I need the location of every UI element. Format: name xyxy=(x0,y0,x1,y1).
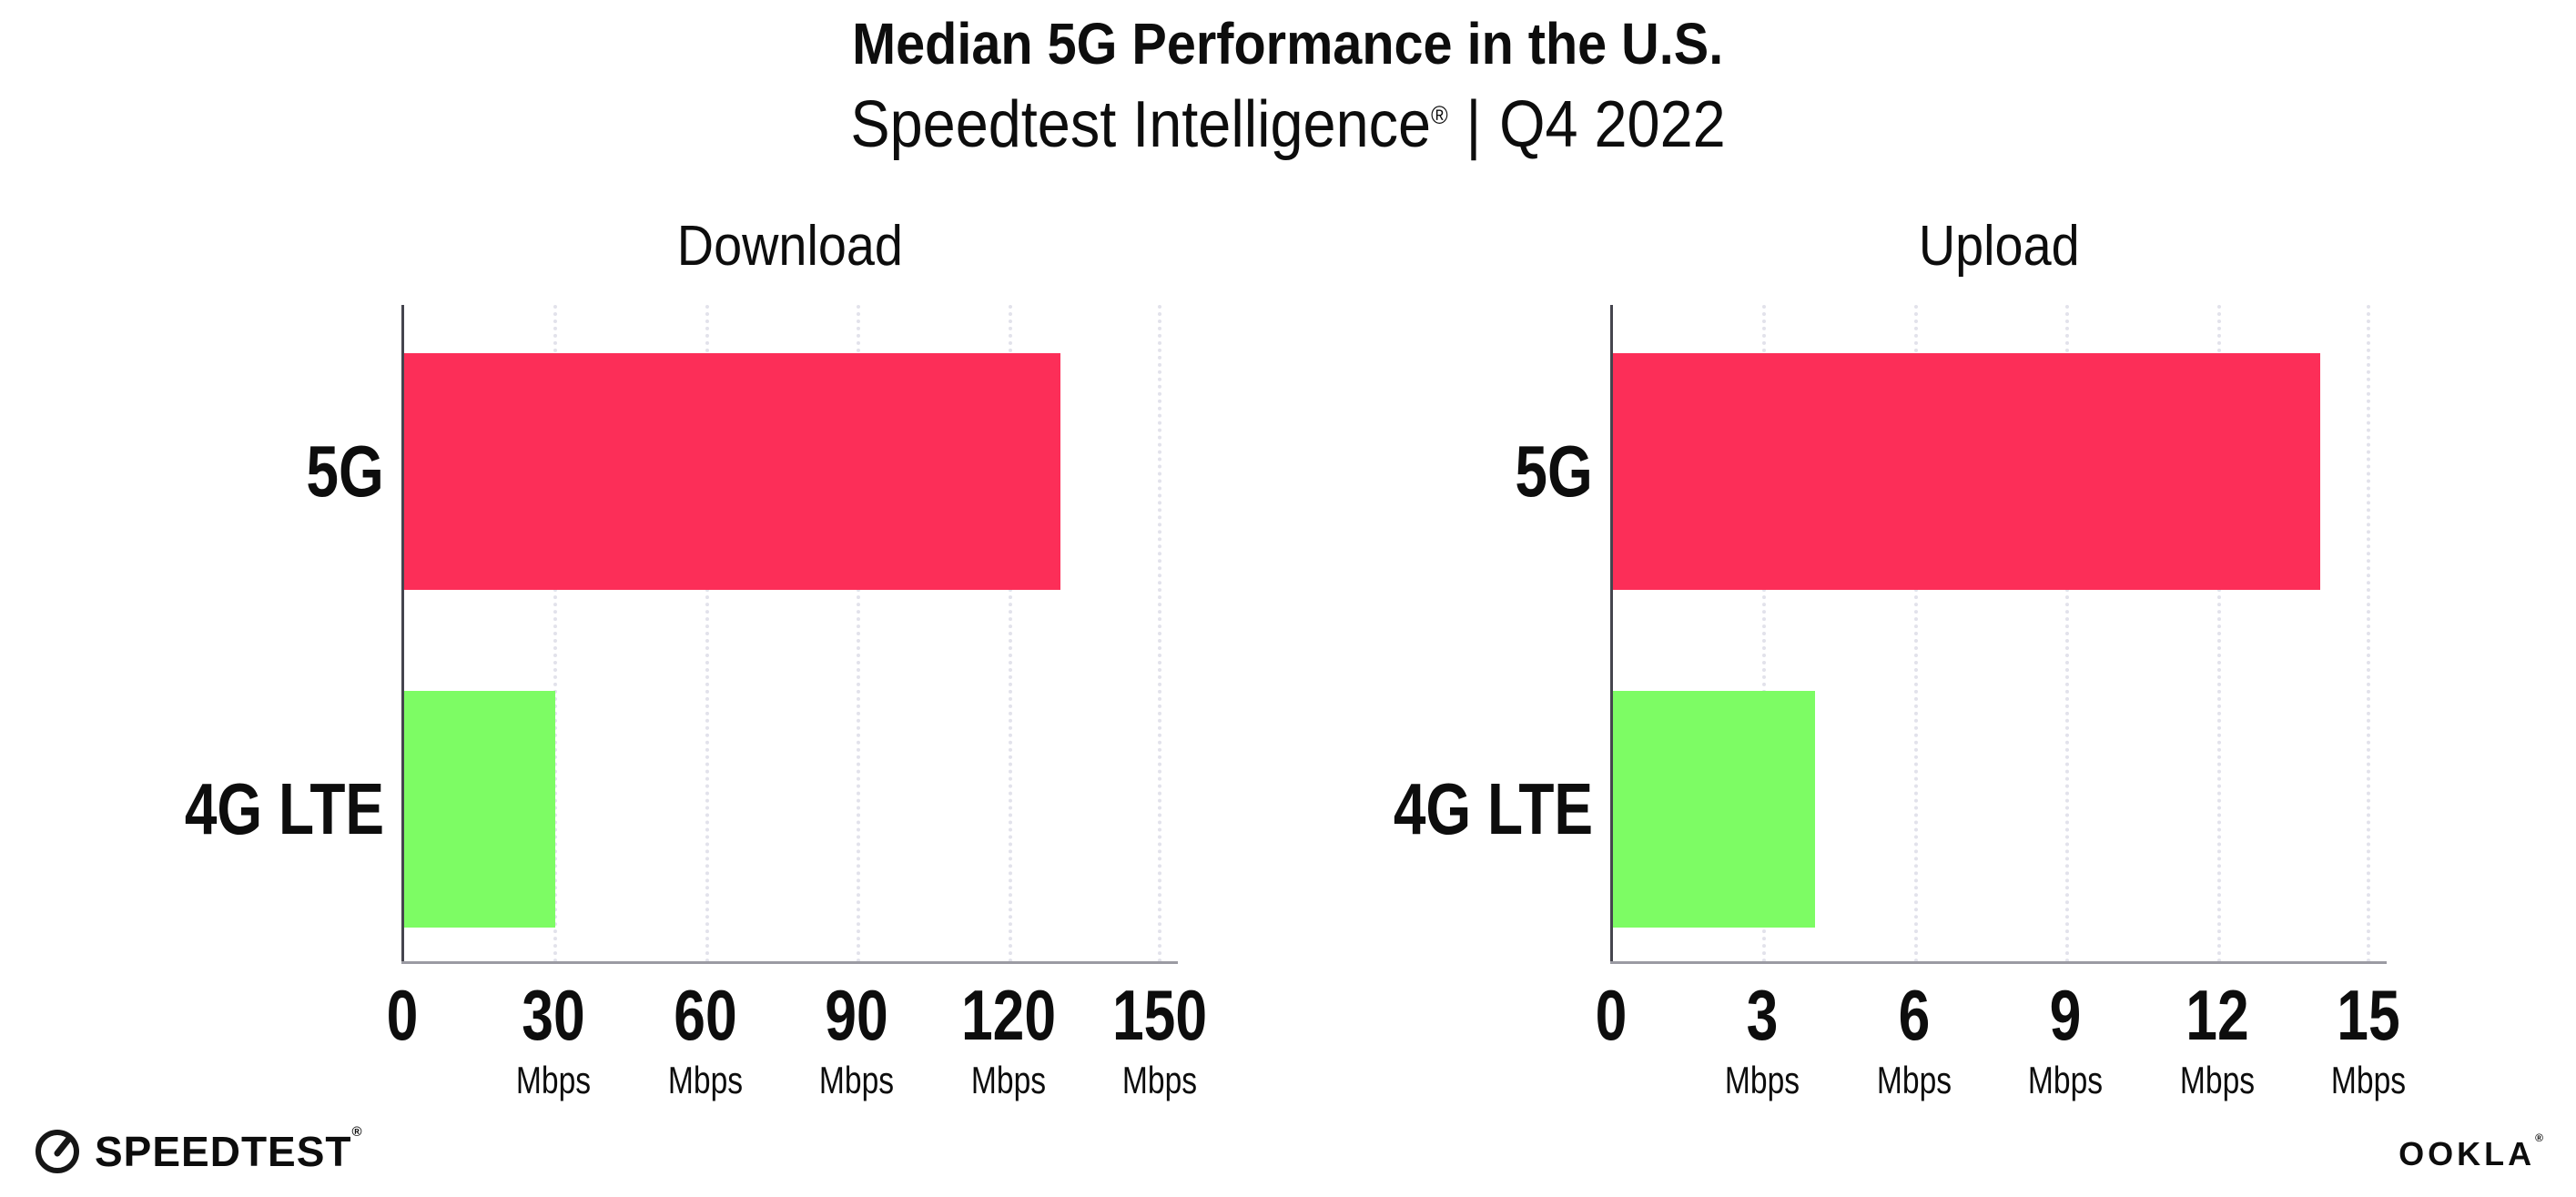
subtitle: Speedtest Intelligence® | Q4 2022 xyxy=(0,87,2576,163)
download-chart-title: Download xyxy=(676,215,904,278)
x-tick-150: 150 Mbps xyxy=(1111,975,1208,1101)
bar-4g-lte-upload xyxy=(1613,691,1815,928)
x-tick-15: 15 Mbps xyxy=(2330,975,2407,1101)
x-tick-6: 6 Mbps xyxy=(1876,975,1952,1101)
y-axis-spine xyxy=(1610,305,1613,963)
page-title: Median 5G Performance in the U.S. xyxy=(0,11,2576,78)
x-tick-120: 120 Mbps xyxy=(960,975,1057,1101)
subtitle-separator: | xyxy=(1465,88,1482,161)
gridline xyxy=(2065,305,2069,963)
category-label-4g-lte: 4G LTE xyxy=(1393,768,1593,849)
speedtest-logo: SPEEDTEST® xyxy=(33,1124,363,1176)
upload-grid-area xyxy=(1611,305,2370,963)
category-label-5g: 5G xyxy=(1515,431,1593,512)
bar-5g-download xyxy=(404,353,1061,590)
x-axis-line xyxy=(1610,961,2387,964)
gridline xyxy=(705,305,709,963)
x-tick-90: 90 Mbps xyxy=(818,975,895,1101)
y-axis-spine xyxy=(401,305,404,963)
bar-5g-upload xyxy=(1613,353,2320,590)
download-chart-panel: Download 5G 4G LTE 0 30 xyxy=(166,215,1207,1120)
download-plot-area xyxy=(401,305,1178,964)
upload-plot-area xyxy=(1610,305,2387,964)
upload-chart-title: Upload xyxy=(1918,215,2080,278)
page-title-text: Median 5G Performance in the U.S. xyxy=(852,11,1724,76)
gridline xyxy=(2217,305,2221,963)
gridline xyxy=(1914,305,1918,963)
category-label-4g-lte: 4G LTE xyxy=(184,768,384,849)
x-axis-line xyxy=(401,961,1178,964)
category-label-5g: 5G xyxy=(306,431,384,512)
registered-trademark-symbol: ® xyxy=(1431,101,1448,129)
gridline xyxy=(1762,305,1766,963)
x-tick-0: 0 xyxy=(386,975,419,1055)
gridline xyxy=(553,305,557,963)
ookla-logo: OOKLA® xyxy=(2399,1132,2547,1172)
x-tick-0: 0 xyxy=(1595,975,1628,1055)
gridline xyxy=(857,305,860,963)
speedtest-gauge-icon xyxy=(33,1127,82,1176)
subtitle-period: Q4 2022 xyxy=(1499,88,1726,161)
x-tick-12: 12 Mbps xyxy=(2179,975,2256,1101)
gridline xyxy=(1158,305,1161,963)
x-tick-60: 60 Mbps xyxy=(667,975,744,1101)
subtitle-product: Speedtest Intelligence xyxy=(850,88,1432,161)
upload-chart-panel: Upload 5G 4G LTE 0 3 xyxy=(1374,215,2406,1120)
bar-4g-lte-download xyxy=(404,691,556,928)
subtitle-text: Speedtest Intelligence® | Q4 2022 xyxy=(850,87,1725,163)
gridline xyxy=(2367,305,2370,963)
gridline xyxy=(1009,305,1012,963)
x-tick-30: 30 Mbps xyxy=(515,975,592,1101)
ookla-wordmark: OOKLA xyxy=(2399,1135,2536,1172)
registered-trademark-symbol: ® xyxy=(351,1124,363,1140)
x-tick-3: 3 Mbps xyxy=(1724,975,1800,1101)
x-tick-9: 9 Mbps xyxy=(2027,975,2104,1101)
speedtest-wordmark: SPEEDTEST® xyxy=(95,1124,363,1175)
download-grid-area xyxy=(402,305,1161,963)
registered-trademark-symbol: ® xyxy=(2535,1131,2547,1144)
